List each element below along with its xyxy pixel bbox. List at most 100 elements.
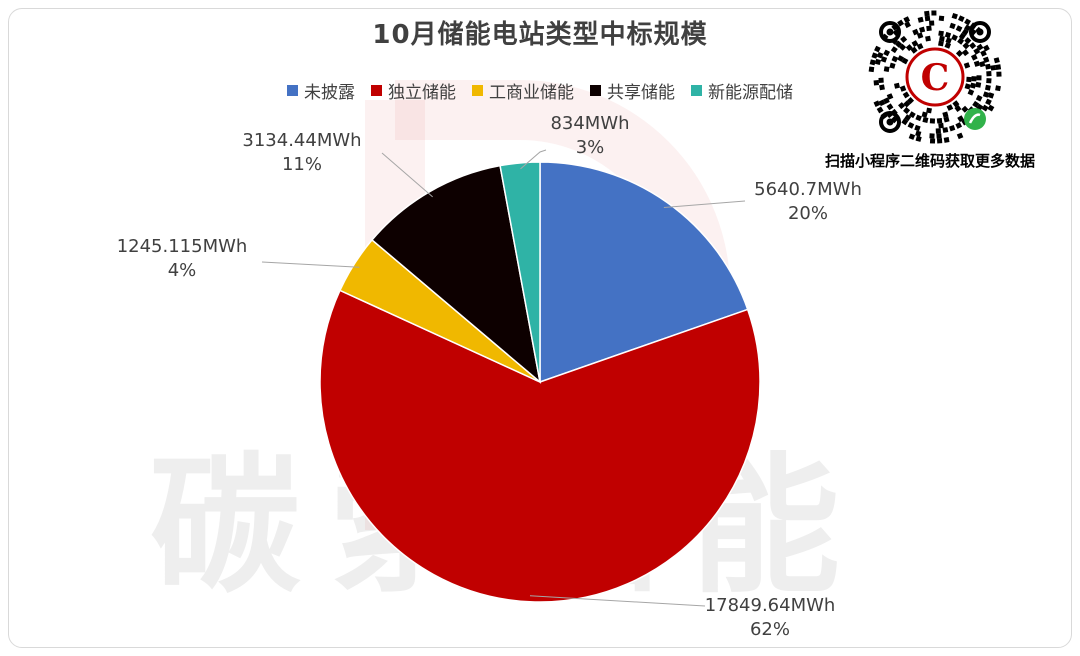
pie-slice-renewable[interactable] [499,161,541,383]
legend-label-shared: 共享储能 [607,83,675,103]
leader-line-independent [529,595,706,607]
qr-dot [878,99,886,107]
qr-dot [951,34,958,41]
leader-line-commercial [261,261,360,268]
data-label-shared: 3134.44MWh 11% [227,129,377,177]
qr-dot [903,107,911,115]
qr-dot [983,44,990,52]
qr-finder-0 [879,21,901,43]
qr-dot [879,84,885,91]
qr-dot [942,127,949,133]
qr-dot [995,85,1001,92]
qr-dot [985,63,991,70]
leader-line-renewable [520,149,547,170]
qr-dot [915,130,922,137]
qr-dot [871,52,878,59]
mini-program-glyph [968,113,981,124]
qr-dot [912,28,919,36]
qr-dot [897,19,905,27]
legend: 未披露 独立储能 工商业储能 共享储能 新能源配储 [210,78,870,103]
qr-dot [954,105,962,113]
data-label-value-independent: 17849.64MWh [704,595,836,616]
data-label-undisclosed: 5640.7MWh 20% [733,178,883,226]
qr-logo-ring [905,47,965,107]
qr-dot [898,102,906,110]
qr-dot [901,57,909,65]
qr-dot [936,133,942,139]
qr-dot [983,56,990,63]
qr-finder-dot-0 [886,28,894,36]
data-label-percent-renewable: 3% [575,137,605,158]
qr-dot [970,82,977,89]
data-label-percent-shared: 11% [281,154,322,175]
data-label-percent-commercial: 4% [167,260,197,281]
qr-code[interactable]: C [867,9,1003,145]
qr-dot [975,81,982,88]
legend-label-undisclosed: 未披露 [304,83,355,103]
qr-dot [956,132,964,140]
qr-dot [900,35,908,43]
qr-dot [903,16,911,23]
qr-dot [975,94,983,102]
qr-dot [929,133,935,139]
qr-finder-dot-1 [976,28,984,36]
qr-dot [935,128,941,134]
qr-dot [949,22,956,30]
qr-dot [955,122,963,129]
qr-dot [995,64,1002,70]
qr-dot [916,32,924,39]
qr-dot [869,59,876,66]
qr-dot [938,40,944,47]
data-label-value-shared: 3134.44MWh [242,130,362,151]
mini-program-icon [964,108,986,130]
legend-label-commercial: 工商业储能 [489,83,574,103]
data-label-value-renewable: 834MWh [550,113,630,134]
qr-dot [964,24,972,32]
legend-label-renewable: 新能源配储 [708,83,793,103]
qr-dot [929,138,936,144]
qr-dot [876,52,884,59]
qr-dot [889,62,896,69]
qr-dot [897,55,905,62]
qr-finder-2 [879,111,901,133]
qr-dot [943,116,950,123]
qr-dot [904,21,911,29]
qr-dot [961,105,969,113]
legend-item-undisclosed: 未披露 [287,78,355,103]
qr-dot [929,20,935,26]
legend-item-independent: 独立储能 [371,78,456,103]
qr-finder-dot-2 [886,118,894,126]
legend-swatch-commercial [472,85,483,96]
qr-dot [979,61,986,68]
qr-dot [967,89,975,96]
qr-dot [986,71,992,77]
qr-dot [895,40,903,48]
qr-dot [957,115,965,123]
qr-dot [905,44,913,52]
qr-dot [955,25,963,33]
qr-dot [957,37,965,45]
qr-dot [987,104,995,112]
qr-dot [916,43,924,50]
legend-swatch-independent [371,85,382,96]
qr-dot [949,125,956,132]
qr-dot [942,111,949,118]
legend-label-independent: 独立储能 [388,83,456,103]
qr-dot [976,43,984,51]
qr-dot [973,47,981,55]
chart-title: 10月储能电站类型中标规模 [372,20,708,50]
pie-slice-independent[interactable] [319,289,761,603]
legend-swatch-renewable [691,85,702,96]
qr-dot [952,100,960,108]
qr-dot [976,75,982,81]
qr-dot [883,97,890,105]
qr-dot [964,83,971,90]
qr-dot [873,100,881,108]
qr-dot [876,106,884,114]
qr-dot [878,77,884,83]
pie-slice-shared[interactable] [370,164,542,384]
qr-dot [931,10,937,16]
qr-dot [966,76,972,83]
legend-swatch-undisclosed [287,85,298,96]
